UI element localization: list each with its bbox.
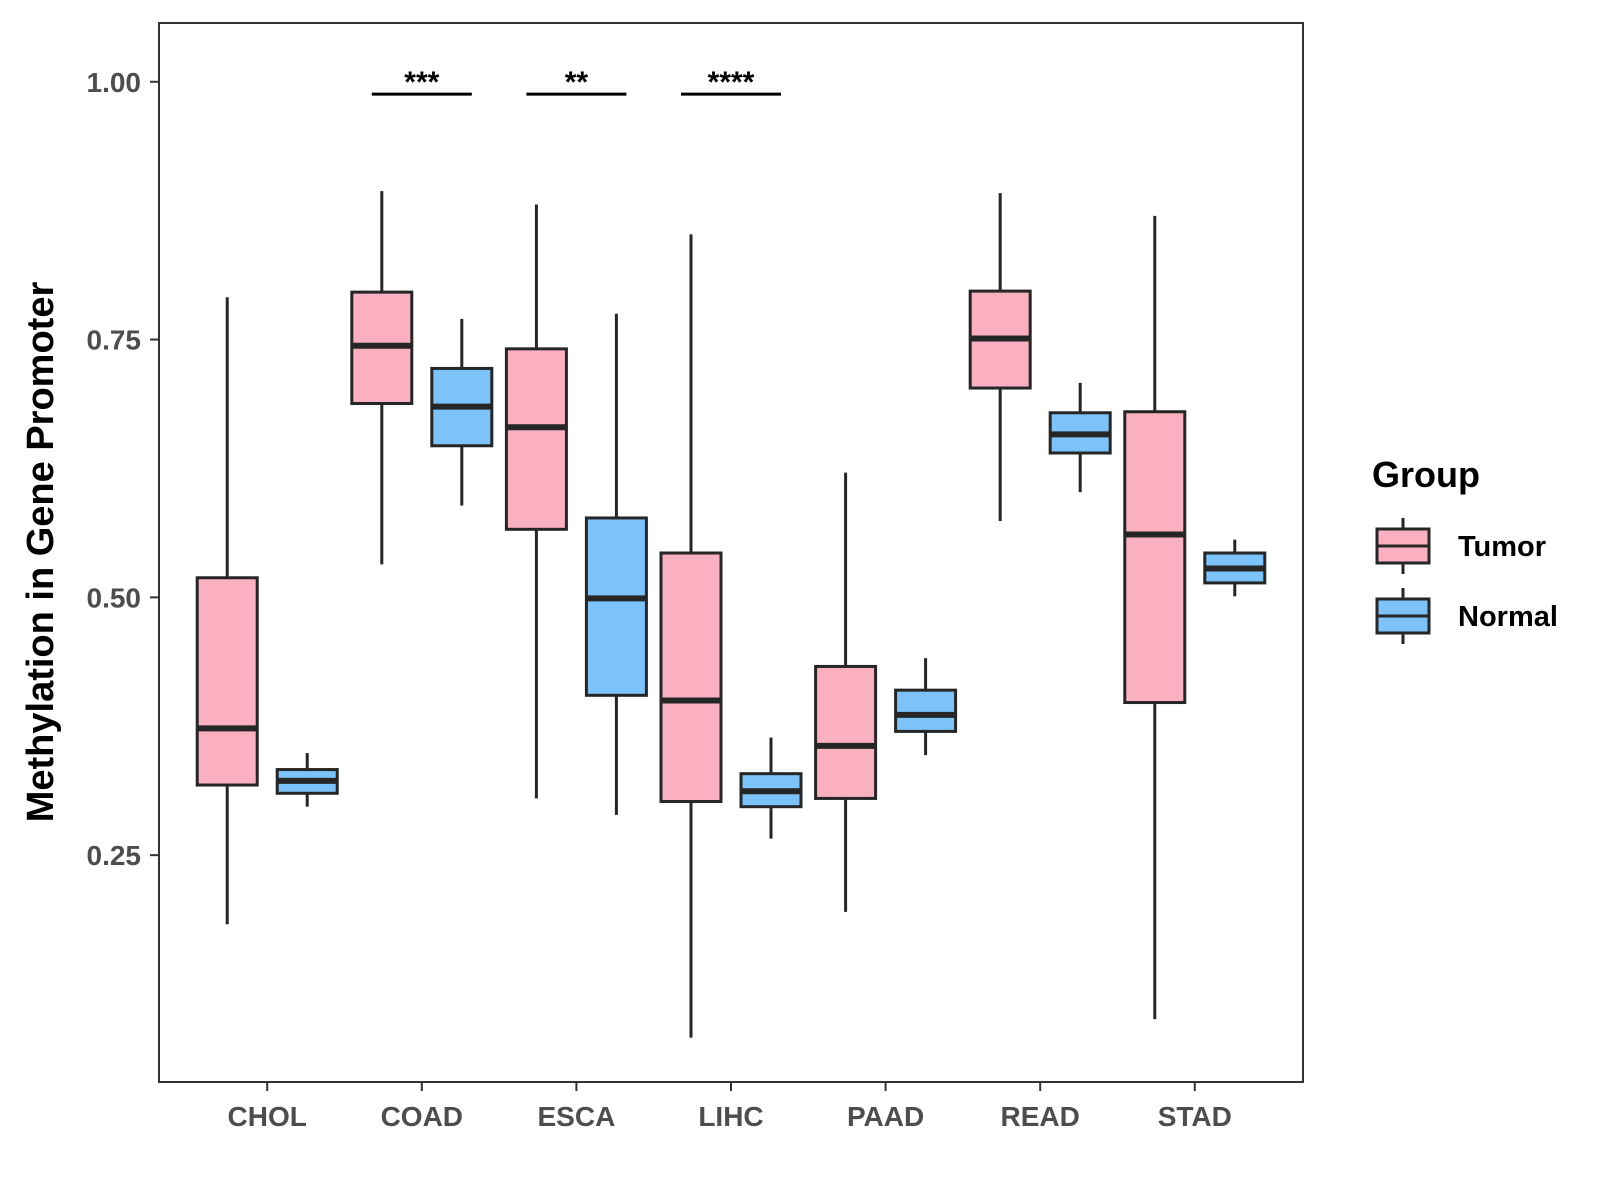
y-axis: 0.25 0.50 0.75 1.00: [87, 67, 159, 871]
legend-title: Group: [1372, 454, 1480, 495]
box-normal-paad: [894, 658, 958, 756]
x-tick-label-stad: STAD: [1158, 1101, 1232, 1132]
box-tumor-esca: [504, 204, 568, 799]
box-tumor-coad: [350, 191, 414, 565]
box-iqr: [659, 551, 723, 804]
box-tumor-paad: [814, 472, 878, 912]
plot-panel: [158, 22, 1304, 1083]
box-tumor-chol: [195, 297, 259, 925]
boxes-layer: [195, 191, 1267, 1038]
x-tick-label-chol: CHOL: [228, 1101, 307, 1132]
box-normal-read: [1048, 382, 1112, 493]
box-normal-coad: [430, 318, 494, 506]
box-tumor-lihc: [659, 234, 723, 1038]
box-iqr: [814, 664, 878, 800]
box-tumor-stad: [1123, 215, 1187, 1020]
y-tick-label: 0.75: [87, 325, 142, 356]
x-axis: CHOL COAD ESCA LIHC PAAD READ STAD: [228, 1082, 1232, 1132]
legend-item-tumor: Tumor: [1375, 518, 1546, 574]
x-tick-label-lihc: LIHC: [698, 1101, 763, 1132]
box-iqr: [894, 688, 958, 733]
box-normal-lihc: [739, 737, 803, 839]
y-tick-label: 0.50: [87, 582, 142, 613]
significance-label-coad: ***: [404, 66, 439, 99]
y-tick-label: 1.00: [87, 67, 142, 98]
box-iqr: [1123, 410, 1187, 705]
box-normal-chol: [275, 753, 339, 807]
significance-label-lihc: ****: [708, 66, 755, 99]
legend: Group Tumor Normal: [1372, 454, 1558, 644]
x-tick-label-coad: COAD: [381, 1101, 463, 1132]
x-tick-label-read: READ: [1001, 1101, 1080, 1132]
significance-annotations: *** ** ****: [371, 66, 781, 99]
legend-label-normal: Normal: [1458, 601, 1558, 633]
box-iqr: [504, 347, 568, 531]
x-tick-label-paad: PAAD: [847, 1101, 924, 1132]
box-iqr: [584, 516, 648, 697]
x-tick-label-esca: ESCA: [538, 1101, 616, 1132]
box-normal-esca: [584, 313, 648, 815]
box-iqr: [195, 576, 259, 787]
box-tumor-read: [968, 193, 1032, 522]
legend-item-normal: Normal: [1375, 588, 1558, 644]
significance-label-esca: **: [565, 66, 589, 99]
legend-label-tumor: Tumor: [1458, 531, 1546, 563]
y-tick-label: 0.25: [87, 840, 142, 871]
box-normal-stad: [1203, 539, 1267, 597]
y-axis-title: Methylation in Gene Promoter: [20, 282, 62, 823]
